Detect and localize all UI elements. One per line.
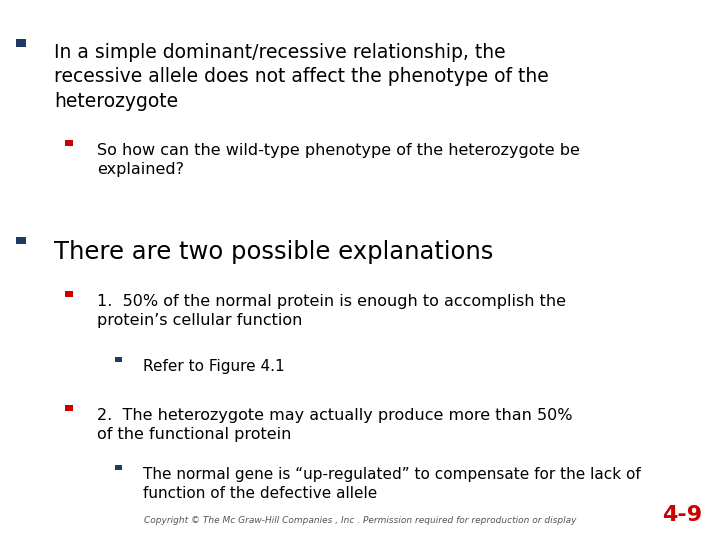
FancyBboxPatch shape (65, 292, 73, 297)
Text: 4-9: 4-9 (662, 505, 702, 525)
FancyBboxPatch shape (115, 356, 122, 362)
Text: In a simple dominant/recessive relationship, the
recessive allele does not affec: In a simple dominant/recessive relations… (54, 43, 549, 111)
FancyBboxPatch shape (65, 140, 73, 146)
FancyBboxPatch shape (16, 237, 26, 244)
Text: 1.  50% of the normal protein is enough to accomplish the
protein’s cellular fun: 1. 50% of the normal protein is enough t… (97, 294, 566, 328)
Text: So how can the wild-type phenotype of the heterozygote be
explained?: So how can the wild-type phenotype of th… (97, 143, 580, 177)
FancyBboxPatch shape (65, 405, 73, 410)
Text: 2.  The heterozygote may actually produce more than 50%
of the functional protei: 2. The heterozygote may actually produce… (97, 408, 572, 442)
FancyBboxPatch shape (16, 39, 26, 47)
Text: Refer to Figure 4.1: Refer to Figure 4.1 (143, 359, 284, 374)
Text: Copyright © The Mc Graw-Hill Companies , Inc . Permission required for reproduct: Copyright © The Mc Graw-Hill Companies ,… (144, 516, 576, 525)
Text: There are two possible explanations: There are two possible explanations (54, 240, 493, 264)
Text: The normal gene is “up-regulated” to compensate for the lack of
function of the : The normal gene is “up-regulated” to com… (143, 467, 640, 501)
FancyBboxPatch shape (115, 464, 122, 469)
